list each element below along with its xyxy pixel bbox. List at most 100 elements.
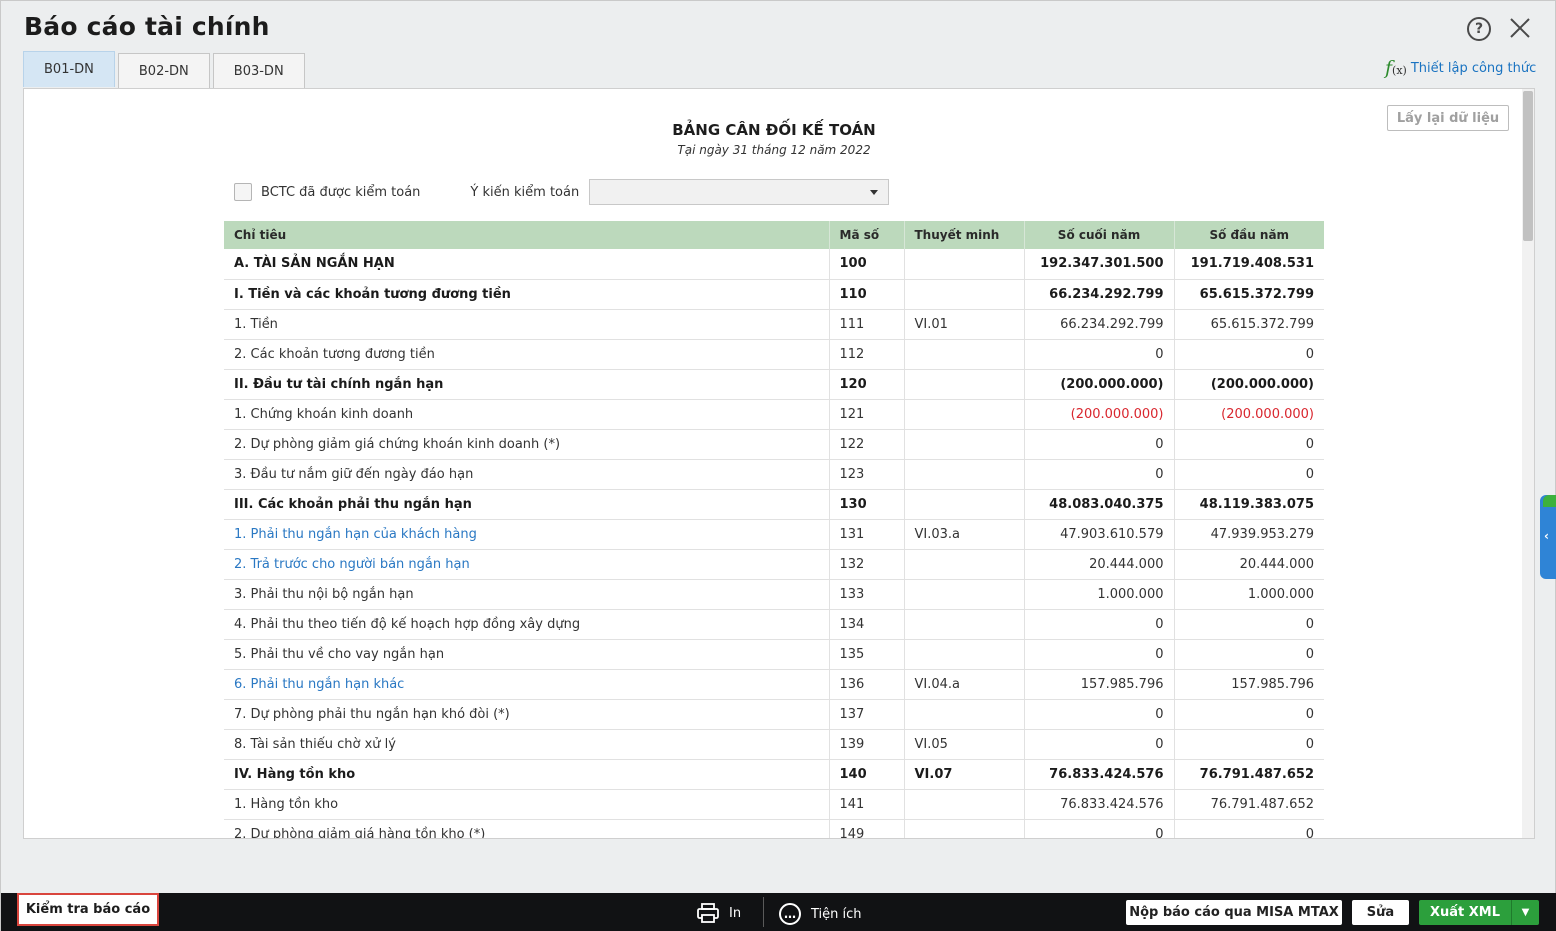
- help-icon[interactable]: ?: [1467, 17, 1491, 41]
- header-start-year[interactable]: Số đầu năm: [1174, 221, 1324, 249]
- report-content: Lấy lại dữ liệu BẢNG CÂN ĐỐI KẾ TOÁN Tại…: [23, 88, 1535, 839]
- row-end-year: 0: [1024, 609, 1175, 640]
- row-end-year: 66.234.292.799: [1024, 309, 1175, 340]
- row-start-year: 65.615.372.799: [1174, 309, 1324, 340]
- submit-mtax-button[interactable]: Nộp báo cáo qua MISA MTAX: [1126, 900, 1342, 925]
- chevron-left-icon: ‹: [1544, 529, 1549, 543]
- row-start-year: 0: [1174, 609, 1324, 640]
- header-code[interactable]: Mã số: [829, 221, 905, 249]
- row-start-year: 0: [1174, 459, 1324, 490]
- table-row[interactable]: 1. Phải thu ngắn hạn của khách hàng 131 VI…: [224, 519, 1324, 550]
- row-indicator[interactable]: 6. Phải thu ngắn hạn khác: [224, 669, 830, 700]
- row-indicator: 1. Chứng khoán kinh doanh: [224, 399, 830, 430]
- row-indicator: 3. Đầu tư nắm giữ đến ngày đáo hạn: [224, 459, 830, 490]
- report-date: Tại ngày 31 tháng 12 năm 2022: [677, 143, 871, 157]
- close-icon[interactable]: [1507, 15, 1533, 41]
- edit-button[interactable]: Sửa: [1352, 900, 1409, 925]
- row-end-year: 0: [1024, 339, 1175, 370]
- row-end-year: 47.903.610.579: [1024, 519, 1175, 550]
- row-code: 112: [829, 339, 905, 370]
- row-indicator[interactable]: 1. Phải thu ngắn hạn của khách hàng: [224, 519, 830, 550]
- utility-button[interactable]: … Tiện ích: [779, 903, 862, 925]
- table-row[interactable]: 2. Dự phòng giảm giá hàng tồn kho (*) 149…: [224, 819, 1324, 838]
- row-note: [904, 369, 1025, 400]
- table-row[interactable]: 5. Phải thu về cho vay ngắn hạn 135 0 0: [224, 639, 1324, 670]
- row-code: 132: [829, 549, 905, 580]
- caret-down-icon[interactable]: ▼: [1521, 907, 1530, 918]
- header-end-year[interactable]: Số cuối năm: [1024, 221, 1175, 249]
- table-row[interactable]: 4. Phải thu theo tiến độ kế hoạch hợp đồ…: [224, 609, 1324, 640]
- row-end-year: 0: [1024, 459, 1175, 490]
- row-note: VI.01: [904, 309, 1025, 340]
- audit-row: BCTC đã được kiểm toán Ý kiến kiểm toán: [234, 179, 890, 205]
- table-row[interactable]: 1. Hàng tồn kho 141 76.833.424.576 76.791.4…: [224, 789, 1324, 820]
- table-row[interactable]: 3. Đầu tư nắm giữ đến ngày đáo hạn 123 0 0: [224, 459, 1324, 490]
- row-start-year: 48.119.383.075: [1174, 489, 1324, 520]
- formula-setup-label: Thiết lập công thức: [1410, 60, 1537, 76]
- footer-divider: [763, 897, 764, 927]
- table-row[interactable]: 6. Phải thu ngắn hạn khác 136 VI.04.a 157.9…: [224, 669, 1324, 700]
- table-row[interactable]: 7. Dự phòng phải thu ngắn hạn khó đòi (*…: [224, 699, 1324, 730]
- printer-icon: [697, 903, 719, 923]
- audited-checkbox[interactable]: [234, 183, 252, 201]
- chevron-down-icon: [870, 190, 879, 195]
- table-row[interactable]: A. TÀI SẢN NGẮN HẠN 100 192.347.301.500 191…: [224, 249, 1324, 280]
- print-label: In: [729, 905, 742, 921]
- table-row[interactable]: 1. Tiền 111 VI.01 66.234.292.799 65.615.372.…: [224, 309, 1324, 340]
- table-row[interactable]: 2. Trả trước cho người bán ngắn hạn 132 20…: [224, 549, 1324, 580]
- table-row[interactable]: 2. Các khoản tương đương tiền 112 0 0: [224, 339, 1324, 370]
- report-tabs: B01-DN B02-DN B03-DN: [23, 51, 308, 89]
- audit-opinion-label: Ý kiến kiểm toán: [470, 184, 580, 200]
- report-title: BẢNG CÂN ĐỐI KẾ TOÁN: [672, 121, 876, 139]
- row-start-year: (200.000.000): [1174, 369, 1324, 400]
- table-row[interactable]: 1. Chứng khoán kinh doanh 121 (200.000.000…: [224, 399, 1324, 430]
- row-start-year: (200.000.000): [1174, 399, 1324, 430]
- row-note: [904, 279, 1025, 310]
- table-row[interactable]: II. Đầu tư tài chính ngắn hạn 120 (200.000…: [224, 369, 1324, 400]
- row-note: VI.07: [904, 759, 1025, 790]
- row-code: 123: [829, 459, 905, 490]
- table-row[interactable]: IV. Hàng tồn kho 140 VI.07 76.833.424.576 76…: [224, 759, 1324, 790]
- row-note: [904, 639, 1025, 670]
- header-note[interactable]: Thuyết minh: [904, 221, 1025, 249]
- table-row[interactable]: I. Tiền và các khoản tương đương tiền 110…: [224, 279, 1324, 310]
- table-row[interactable]: 2. Dự phòng giảm giá chứng khoán kinh do…: [224, 429, 1324, 460]
- row-code: 110: [829, 279, 905, 310]
- row-indicator: 8. Tài sản thiếu chờ xử lý: [224, 729, 830, 760]
- row-end-year: 48.083.040.375: [1024, 489, 1175, 520]
- table-row[interactable]: 3. Phải thu nội bộ ngắn hạn 133 1.000.000 1…: [224, 579, 1324, 610]
- tab-b01-dn[interactable]: B01-DN: [23, 51, 115, 87]
- row-end-year: 157.985.796: [1024, 669, 1175, 700]
- row-code: 121: [829, 399, 905, 430]
- row-indicator: II. Đầu tư tài chính ngắn hạn: [224, 369, 830, 400]
- balance-sheet-table: Chỉ tiêu Mã số Thuyết minh Số cuối năm S…: [224, 221, 1324, 838]
- side-panel-toggle[interactable]: ‹: [1540, 495, 1556, 579]
- row-end-year: 192.347.301.500: [1024, 249, 1175, 280]
- footer-toolbar: Kiểm tra báo cáo In … Tiện ích Nộp báo c…: [1, 893, 1556, 931]
- row-start-year: 76.791.487.652: [1174, 759, 1324, 790]
- row-end-year: (200.000.000): [1024, 369, 1175, 400]
- table-row[interactable]: 8. Tài sản thiếu chờ xử lý 139 VI.05 0 0: [224, 729, 1324, 760]
- row-start-year: 0: [1174, 819, 1324, 838]
- row-indicator: I. Tiền và các khoản tương đương tiền: [224, 279, 830, 310]
- row-code: 134: [829, 609, 905, 640]
- reload-data-button[interactable]: Lấy lại dữ liệu: [1387, 105, 1509, 131]
- formula-setup-link[interactable]: f(x) Thiết lập công thức: [1385, 57, 1536, 79]
- row-start-year: 47.939.953.279: [1174, 519, 1324, 550]
- row-start-year: 1.000.000: [1174, 579, 1324, 610]
- print-button[interactable]: In: [697, 903, 741, 923]
- vertical-scrollbar[interactable]: [1522, 89, 1534, 838]
- row-end-year: 0: [1024, 729, 1175, 760]
- check-report-button[interactable]: Kiểm tra báo cáo: [17, 893, 159, 926]
- header-indicator[interactable]: Chỉ tiêu: [224, 221, 830, 249]
- table-row[interactable]: III. Các khoản phải thu ngắn hạn 130 48.08…: [224, 489, 1324, 520]
- row-note: [904, 489, 1025, 520]
- export-xml-button[interactable]: Xuất XML ▼: [1419, 900, 1539, 925]
- audit-opinion-select[interactable]: [589, 179, 890, 205]
- scrollbar-thumb[interactable]: [1523, 91, 1533, 241]
- tab-b03-dn[interactable]: B03-DN: [212, 53, 305, 89]
- more-icon: …: [779, 903, 801, 925]
- row-note: [904, 429, 1025, 460]
- tab-b02-dn[interactable]: B02-DN: [117, 53, 210, 89]
- row-indicator[interactable]: 2. Trả trước cho người bán ngắn hạn: [224, 549, 830, 580]
